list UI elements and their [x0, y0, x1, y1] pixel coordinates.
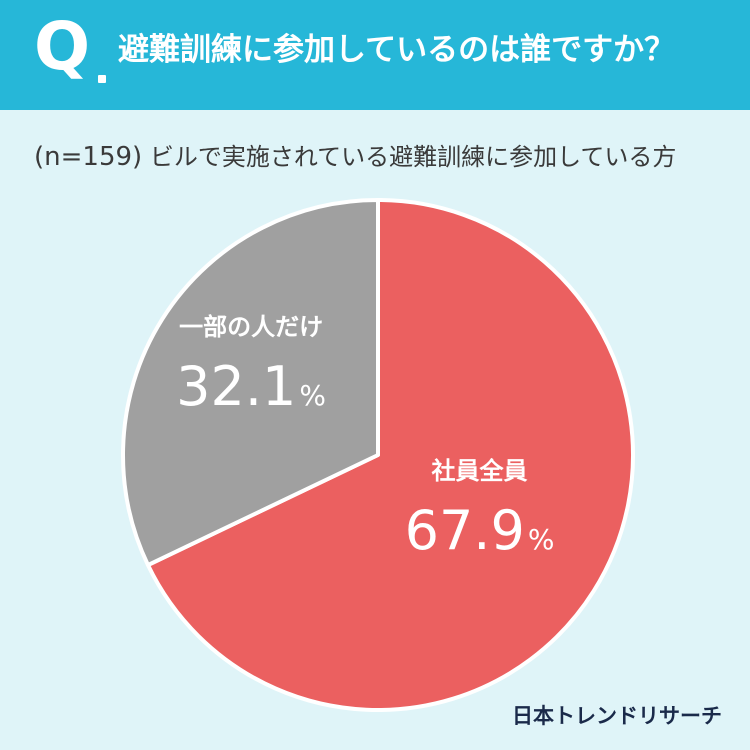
- slice-label-1: 一部の人だけ: [179, 313, 323, 341]
- q-dot: [98, 75, 106, 83]
- question-title: 避難訓練に参加しているのは誰ですか？: [118, 32, 676, 68]
- slice-label-0: 社員全員: [432, 457, 528, 485]
- pie-slice-0: [145, 198, 635, 712]
- slice-value-0: 67.9%: [405, 499, 555, 562]
- sample-description: ビルで実施されている避難訓練に参加している方: [149, 143, 677, 171]
- brand-logo: 日本トレンドリサーチ: [512, 704, 722, 728]
- header-banner: Q 避難訓練に参加しているのは誰ですか？: [0, 0, 750, 110]
- sample-size: (n=159): [34, 142, 143, 172]
- slice-value-1: 32.1%: [176, 355, 326, 418]
- sample-info: (n=159) ビルで実施されている避難訓練に参加している方: [34, 142, 676, 173]
- q-mark: Q: [34, 8, 91, 85]
- pie-slice-1: [121, 198, 380, 568]
